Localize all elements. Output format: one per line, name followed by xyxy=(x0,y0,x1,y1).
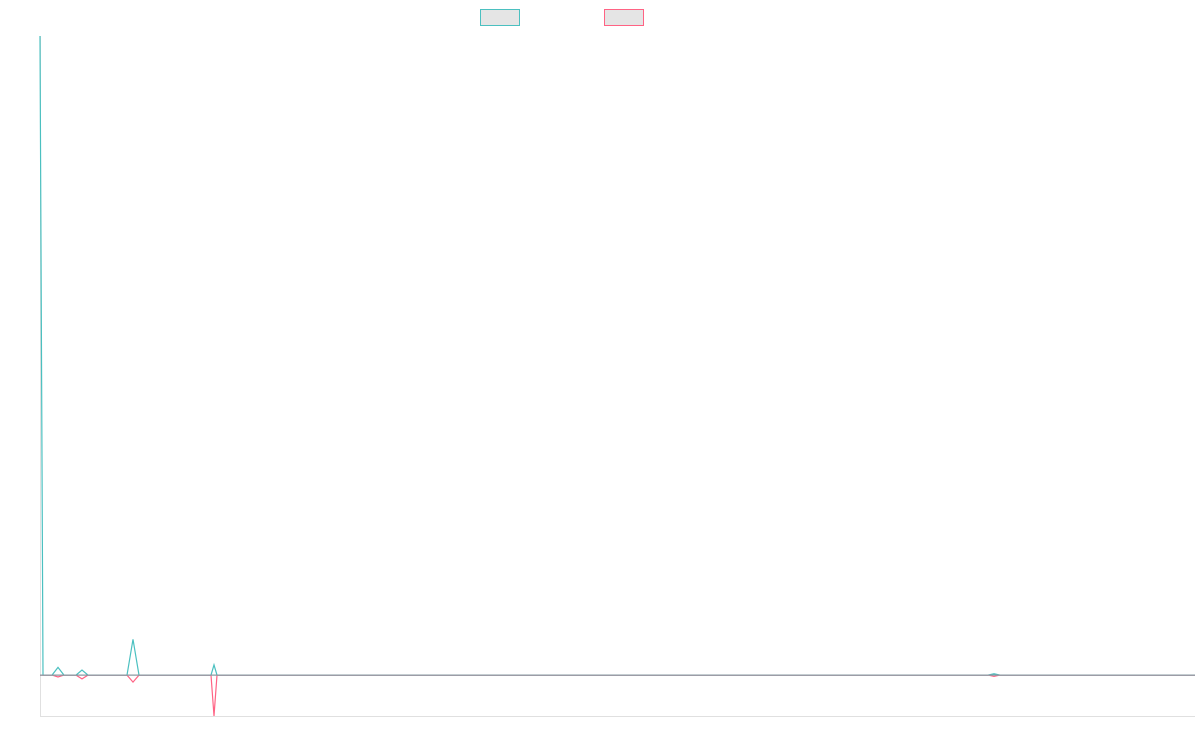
series-2-line xyxy=(40,674,1195,717)
legend-swatch-series-1[interactable] xyxy=(480,9,520,26)
legend xyxy=(0,9,1200,27)
legend-swatch-series-2[interactable] xyxy=(604,9,644,26)
series-1-line xyxy=(39,35,1195,676)
